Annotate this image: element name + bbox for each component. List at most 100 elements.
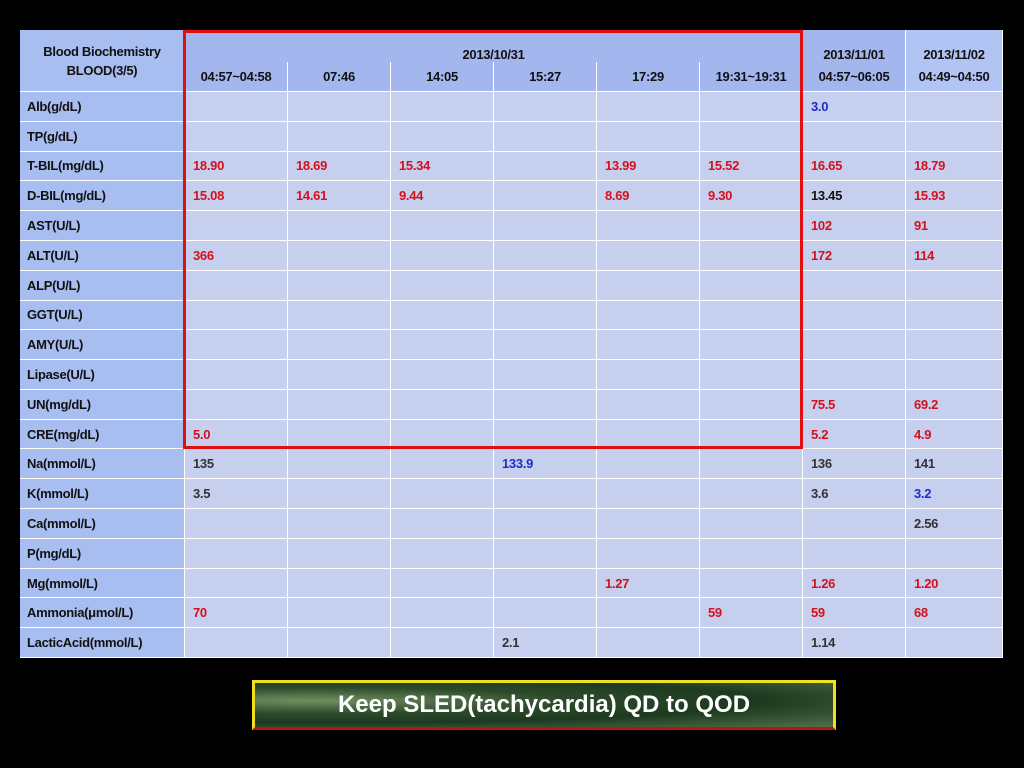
cell	[185, 92, 287, 121]
cell: 114	[906, 240, 1002, 270]
cell	[597, 270, 699, 300]
cell	[185, 360, 287, 389]
cell: 9.44	[391, 181, 493, 211]
cell	[597, 598, 699, 628]
cell	[906, 330, 1002, 360]
cell: 70	[185, 598, 287, 628]
cell	[597, 449, 699, 479]
cell: 3.2	[906, 479, 1002, 509]
row-label: AMY(U/L)	[20, 330, 184, 360]
cell	[391, 330, 493, 360]
row-label: ALP(U/L)	[20, 270, 184, 300]
cell	[494, 479, 596, 509]
cell	[494, 330, 596, 360]
cell	[700, 300, 802, 330]
cell: 5.2	[803, 419, 905, 449]
cell	[288, 300, 390, 330]
cell: 2.1	[494, 628, 596, 657]
table: Blood Biochemistry BLOOD(3/5) 2013/10/31 20…	[20, 30, 1003, 658]
cell	[494, 121, 596, 151]
cell	[185, 211, 287, 240]
cell: 133.9	[494, 449, 596, 479]
cell: 1.20	[906, 568, 1002, 598]
cell	[391, 449, 493, 479]
cell	[597, 121, 699, 151]
cell	[391, 389, 493, 419]
time-header: 04:57~04:58	[185, 62, 287, 91]
cell: 14.61	[288, 181, 390, 211]
cell	[803, 330, 905, 360]
cell: 15.93	[906, 181, 1002, 211]
cell	[494, 211, 596, 240]
cell	[391, 568, 493, 598]
cell	[494, 181, 596, 211]
cell	[597, 360, 699, 389]
cell	[700, 330, 802, 360]
cell	[494, 240, 596, 270]
time-header: 15:27	[494, 62, 596, 91]
cell	[700, 449, 802, 479]
cell	[288, 509, 390, 538]
cell	[185, 568, 287, 598]
row-label: T-BIL(mg/dL)	[20, 151, 184, 181]
corner-line: BLOOD(3/5)	[66, 62, 138, 78]
cell: 15.52	[700, 151, 802, 181]
cell	[597, 240, 699, 270]
date-header: 2013/11/01	[803, 30, 905, 62]
cell	[185, 538, 287, 568]
cell	[391, 360, 493, 389]
cell: 68	[906, 598, 1002, 628]
time-header: 07:46	[288, 62, 390, 91]
cell	[288, 270, 390, 300]
cell	[391, 598, 493, 628]
cell	[494, 270, 596, 300]
cell	[391, 300, 493, 330]
cell	[288, 419, 390, 449]
cell: 18.69	[288, 151, 390, 181]
cell: 3.6	[803, 479, 905, 509]
cell	[288, 598, 390, 628]
cell	[185, 628, 287, 657]
cell	[494, 92, 596, 121]
cell: 141	[906, 449, 1002, 479]
cell	[700, 509, 802, 538]
cell	[906, 360, 1002, 389]
cell: 59	[803, 598, 905, 628]
cell	[391, 538, 493, 568]
cell	[803, 360, 905, 389]
cell	[288, 389, 390, 419]
cell	[906, 121, 1002, 151]
cell	[288, 449, 390, 479]
cell	[185, 509, 287, 538]
cell: 1.27	[597, 568, 699, 598]
cell: 3.0	[803, 92, 905, 121]
time-header: 19:31~19:31	[700, 62, 802, 91]
date-header: 2013/10/31	[185, 30, 802, 62]
cell	[288, 330, 390, 360]
cell	[288, 240, 390, 270]
cell	[494, 360, 596, 389]
cell	[494, 419, 596, 449]
cell	[288, 538, 390, 568]
cell	[391, 240, 493, 270]
date-header: 2013/11/02	[906, 30, 1002, 62]
cell	[597, 92, 699, 121]
cell	[597, 628, 699, 657]
cell	[288, 121, 390, 151]
cell	[494, 300, 596, 330]
row-label: LacticAcid(mmol/L)	[20, 628, 184, 657]
cell: 5.0	[185, 419, 287, 449]
cell: 135	[185, 449, 287, 479]
cell: 4.9	[906, 419, 1002, 449]
time-header: 14:05	[391, 62, 493, 91]
cell	[494, 598, 596, 628]
row-label: GGT(U/L)	[20, 300, 184, 330]
cell	[288, 92, 390, 121]
cell	[597, 300, 699, 330]
cell: 9.30	[700, 181, 802, 211]
cell: 8.69	[597, 181, 699, 211]
time-header: 04:57~06:05	[803, 62, 905, 91]
cell: 1.26	[803, 568, 905, 598]
cell: 2.56	[906, 509, 1002, 538]
